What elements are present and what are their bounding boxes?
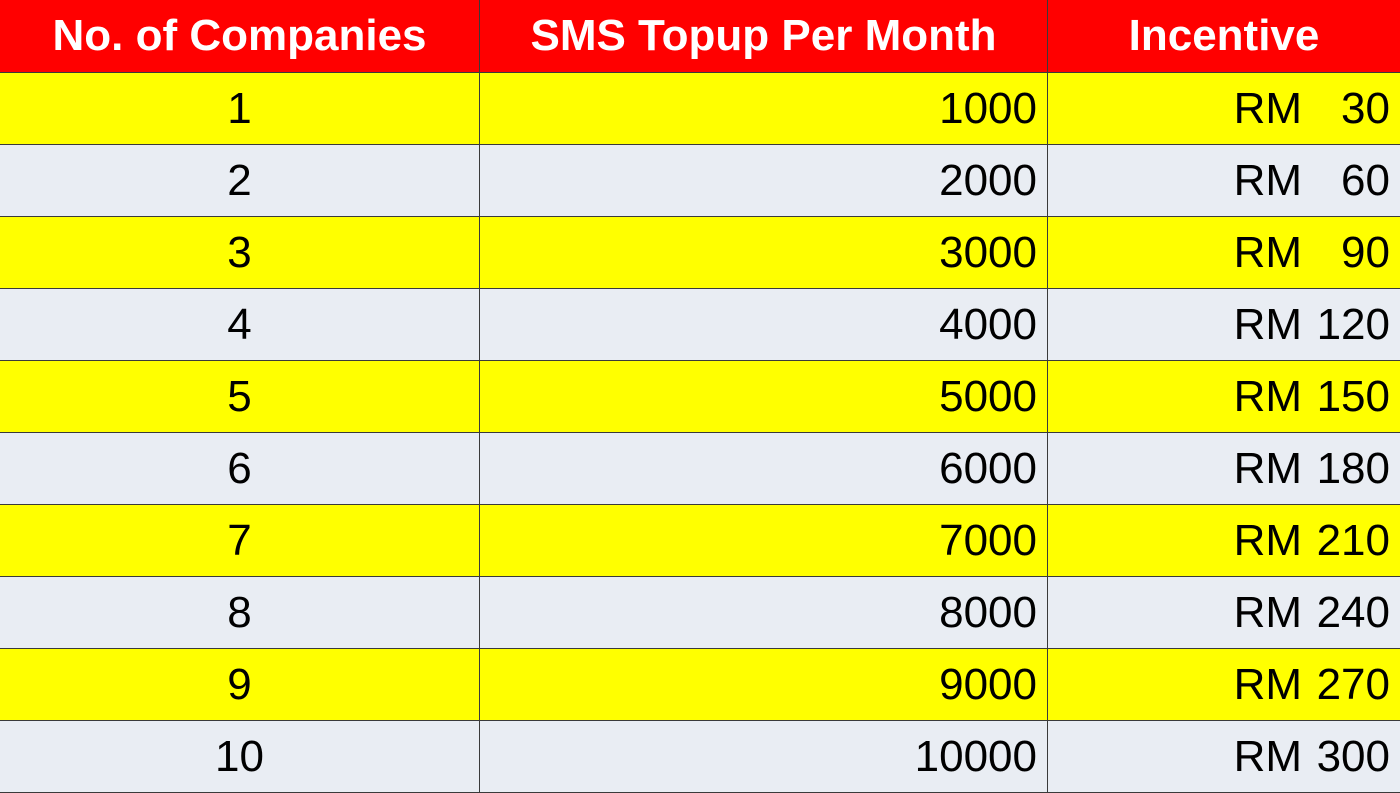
cell-sms-topup: 8000 (480, 577, 1048, 649)
cell-companies: 2 (0, 145, 480, 217)
cell-sms-topup: 7000 (480, 505, 1048, 577)
currency-label: RM (1233, 443, 1302, 493)
cell-sms-topup: 6000 (480, 433, 1048, 505)
currency-label: RM (1233, 227, 1302, 277)
incentive-amount: 240 (1316, 587, 1390, 637)
cell-companies: 5 (0, 361, 480, 433)
cell-incentive: RM 90 (1048, 217, 1400, 289)
currency-label: RM (1233, 83, 1302, 133)
incentive-amount: 90 (1341, 227, 1390, 277)
header-companies: No. of Companies (0, 0, 480, 73)
cell-sms-topup: 5000 (480, 361, 1048, 433)
currency-label: RM (1233, 731, 1302, 781)
cell-companies: 4 (0, 289, 480, 361)
incentive-amount: 120 (1316, 299, 1390, 349)
header-incentive: Incentive (1048, 0, 1400, 73)
cell-companies: 7 (0, 505, 480, 577)
cell-sms-topup: 9000 (480, 649, 1048, 721)
incentive-amount: 270 (1316, 659, 1390, 709)
cell-sms-topup: 10000 (480, 721, 1048, 793)
currency-label: RM (1233, 299, 1302, 349)
cell-incentive: RM 30 (1048, 73, 1400, 145)
cell-sms-topup: 1000 (480, 73, 1048, 145)
cell-companies: 9 (0, 649, 480, 721)
cell-companies: 3 (0, 217, 480, 289)
cell-incentive: RM 240 (1048, 577, 1400, 649)
cell-companies: 10 (0, 721, 480, 793)
incentive-amount: 60 (1341, 155, 1390, 205)
cell-sms-topup: 4000 (480, 289, 1048, 361)
cell-companies: 8 (0, 577, 480, 649)
currency-label: RM (1233, 371, 1302, 421)
incentive-amount: 180 (1316, 443, 1390, 493)
incentive-amount: 30 (1341, 83, 1390, 133)
currency-label: RM (1233, 515, 1302, 565)
cell-companies: 1 (0, 73, 480, 145)
cell-incentive: RM 210 (1048, 505, 1400, 577)
cell-companies: 6 (0, 433, 480, 505)
cell-incentive: RM 270 (1048, 649, 1400, 721)
currency-label: RM (1233, 659, 1302, 709)
incentive-amount: 210 (1316, 515, 1390, 565)
cell-incentive: RM 300 (1048, 721, 1400, 793)
cell-incentive: RM 180 (1048, 433, 1400, 505)
cell-incentive: RM 120 (1048, 289, 1400, 361)
cell-sms-topup: 2000 (480, 145, 1048, 217)
cell-sms-topup: 3000 (480, 217, 1048, 289)
currency-label: RM (1233, 587, 1302, 637)
header-sms-topup: SMS Topup Per Month (480, 0, 1048, 73)
incentive-amount: 150 (1316, 371, 1390, 421)
currency-label: RM (1233, 155, 1302, 205)
cell-incentive: RM 60 (1048, 145, 1400, 217)
cell-incentive: RM 150 (1048, 361, 1400, 433)
incentive-amount: 300 (1316, 731, 1390, 781)
